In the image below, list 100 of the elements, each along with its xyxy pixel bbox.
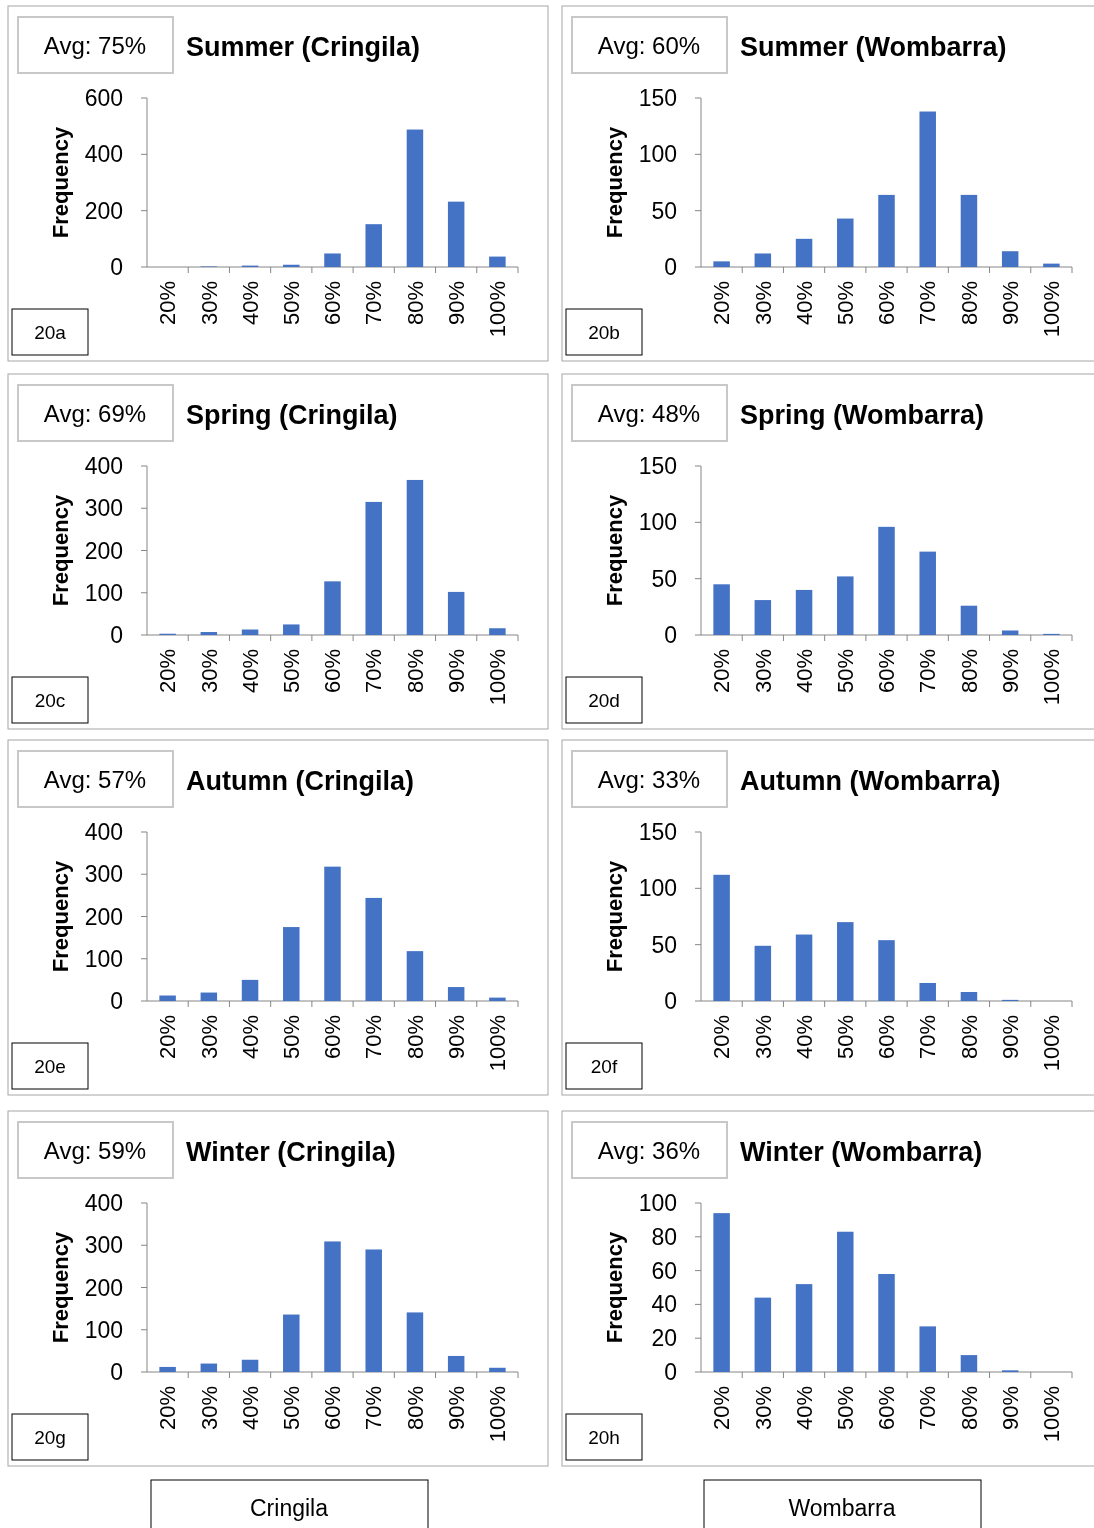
- bar: [447, 987, 465, 1001]
- bar: [159, 1366, 176, 1372]
- bar: [283, 927, 300, 1001]
- x-tick-label: 40%: [237, 1015, 263, 1060]
- y-axis-title: Frequency: [602, 1231, 627, 1344]
- y-tick-label: 400: [84, 453, 123, 480]
- bar: [241, 1359, 259, 1372]
- chart-title: Winter (Cringila): [186, 1137, 396, 1167]
- x-tick-label: 50%: [832, 1386, 858, 1431]
- x-tick-label: 70%: [915, 281, 941, 326]
- bar: [365, 501, 382, 635]
- bar: [200, 1363, 218, 1372]
- x-tick-label: 40%: [237, 649, 263, 694]
- bar: [713, 1213, 730, 1372]
- bar: [1043, 263, 1060, 267]
- x-tick-label: 90%: [443, 649, 469, 694]
- x-tick-label: 80%: [956, 649, 982, 694]
- bar: [795, 934, 813, 1001]
- y-tick-label: 40: [651, 1291, 677, 1318]
- bar: [365, 224, 382, 267]
- x-tick-label: 70%: [361, 1386, 387, 1431]
- bar: [837, 218, 854, 267]
- x-tick-label: 20%: [155, 1386, 181, 1431]
- y-axis-title: Frequency: [48, 126, 73, 239]
- x-tick-label: 50%: [278, 1015, 304, 1060]
- bar: [754, 945, 772, 1001]
- bar: [795, 589, 813, 635]
- x-tick-label: 50%: [278, 281, 304, 326]
- x-tick-label: 30%: [750, 649, 776, 694]
- x-tick-label: 30%: [196, 1386, 222, 1431]
- text: Avg: 69%: [43, 400, 147, 427]
- bar: [795, 1284, 813, 1372]
- x-tick-label: 60%: [874, 1386, 900, 1431]
- bar: [406, 479, 424, 635]
- x-tick-label: 30%: [196, 649, 222, 694]
- x-tick-label: 60%: [874, 649, 900, 694]
- x-tick-label: 20%: [709, 1015, 735, 1060]
- bar: [365, 1249, 382, 1372]
- x-tick-label: 20%: [709, 281, 735, 326]
- bar: [795, 238, 813, 267]
- bar: [960, 991, 978, 1001]
- y-tick-label: 200: [84, 1274, 123, 1301]
- text: 20h: [588, 1427, 620, 1448]
- y-tick-label: 150: [638, 819, 677, 846]
- bar: [447, 591, 465, 635]
- y-tick-label: 0: [110, 988, 123, 1015]
- x-tick-label: 20%: [155, 281, 181, 326]
- bar: [283, 624, 300, 635]
- bar: [960, 194, 978, 267]
- bar: [960, 605, 978, 635]
- y-tick-label: 100: [84, 945, 123, 972]
- x-tick-label: 90%: [997, 649, 1023, 694]
- y-tick-label: 100: [84, 1316, 123, 1343]
- y-tick-label: 80: [651, 1223, 677, 1250]
- chart-title: Winter (Wombarra): [740, 1137, 983, 1167]
- bar: [1001, 630, 1019, 635]
- y-tick-label: 150: [638, 85, 677, 112]
- y-tick-label: 200: [84, 903, 123, 930]
- x-tick-label: 60%: [320, 1015, 346, 1060]
- bar: [878, 526, 895, 635]
- y-axis-title: Frequency: [48, 860, 73, 973]
- bar: [489, 997, 506, 1001]
- x-tick-label: 40%: [791, 649, 817, 694]
- x-tick-label: 30%: [196, 281, 222, 326]
- bar: [324, 866, 341, 1001]
- y-tick-label: 400: [84, 1190, 123, 1217]
- bar: [324, 581, 341, 635]
- x-tick-label: 100%: [1039, 1386, 1065, 1443]
- bar: [365, 897, 382, 1001]
- x-tick-label: 60%: [874, 1015, 900, 1060]
- bar: [406, 1312, 424, 1372]
- x-tick-label: 40%: [237, 1386, 263, 1431]
- bar: [324, 1241, 341, 1372]
- y-tick-label: 50: [651, 197, 677, 224]
- x-tick-label: 80%: [956, 281, 982, 326]
- x-tick-label: 20%: [155, 649, 181, 694]
- bar: [960, 1355, 978, 1372]
- x-tick-label: 40%: [237, 281, 263, 326]
- y-tick-label: 0: [110, 1359, 123, 1386]
- x-tick-label: 60%: [320, 281, 346, 326]
- text: 20d: [588, 690, 620, 711]
- x-tick-label: 50%: [832, 281, 858, 326]
- x-tick-label: 30%: [750, 281, 776, 326]
- x-tick-label: 90%: [997, 1386, 1023, 1431]
- bar: [878, 194, 895, 267]
- x-tick-label: 80%: [402, 1386, 428, 1431]
- x-tick-label: 60%: [320, 1386, 346, 1431]
- y-tick-label: 0: [664, 622, 677, 649]
- bar: [489, 628, 506, 635]
- x-tick-label: 60%: [874, 281, 900, 326]
- bar: [283, 264, 300, 267]
- chart-title: Summer (Cringila): [186, 32, 421, 62]
- x-tick-label: 30%: [750, 1386, 776, 1431]
- x-tick-label: 40%: [791, 1015, 817, 1060]
- chart-title: Autumn (Cringila): [186, 766, 414, 796]
- x-tick-label: 40%: [791, 1386, 817, 1431]
- bar: [283, 1314, 300, 1372]
- x-tick-label: 60%: [320, 649, 346, 694]
- y-tick-label: 50: [651, 565, 677, 592]
- x-tick-label: 80%: [956, 1386, 982, 1431]
